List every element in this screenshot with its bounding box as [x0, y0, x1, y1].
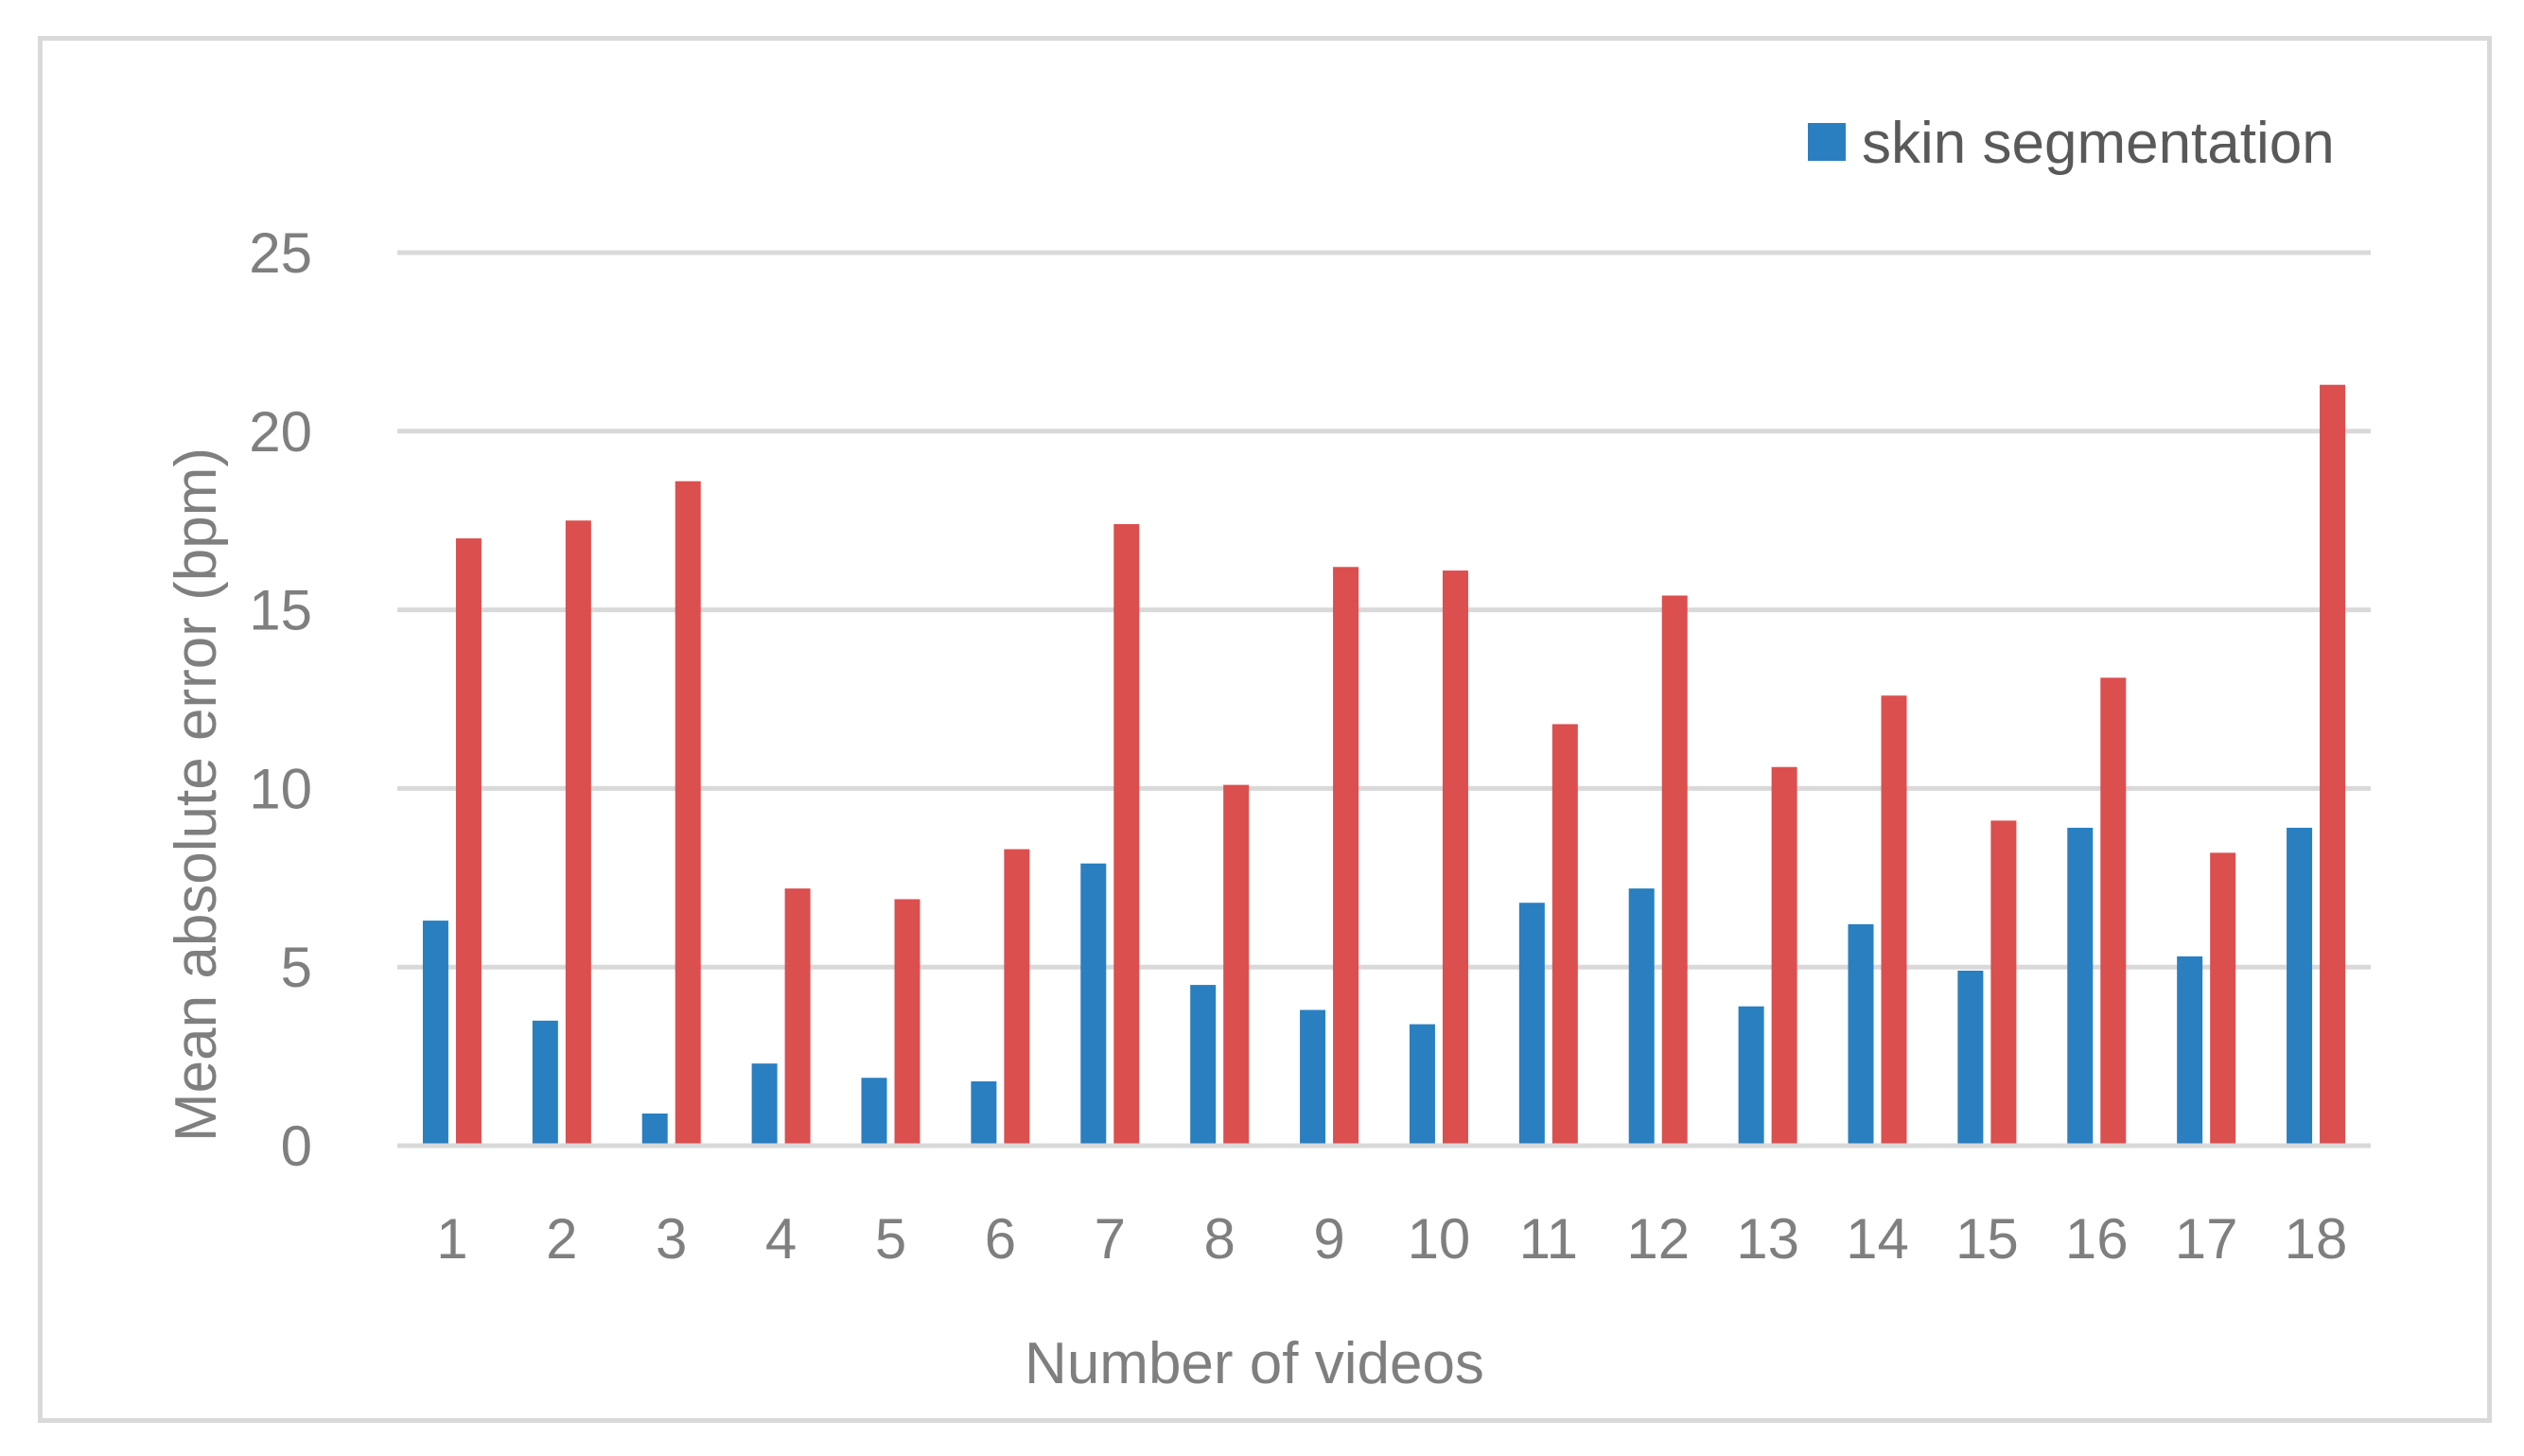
bar-series-2-video-13	[1771, 766, 1797, 1146]
y-tick-label: 20	[249, 400, 312, 464]
x-tick-label: 6	[985, 1207, 1016, 1271]
bar-series-1-video-3	[641, 1114, 668, 1146]
bar-series-2-video-9	[1333, 567, 1359, 1146]
bar-series-1-video-5	[861, 1078, 887, 1146]
bar-series-1-video-4	[751, 1063, 778, 1146]
x-tick-label: 4	[765, 1207, 797, 1271]
x-tick-label: 14	[1846, 1207, 1909, 1271]
x-tick-label: 12	[1626, 1207, 1690, 1271]
chart-frame	[38, 36, 2492, 1423]
bar-series-2-video-1	[455, 538, 482, 1146]
bar-series-1-video-6	[971, 1081, 997, 1146]
x-tick-label: 7	[1095, 1207, 1126, 1271]
bar-series-1-video-1	[422, 921, 448, 1146]
bar-series-2-video-2	[565, 520, 591, 1146]
bar-series-1-video-17	[2177, 956, 2203, 1146]
bar-series-1-video-13	[1738, 1006, 1764, 1146]
legend-swatch-skin-segmentation	[1808, 123, 1846, 161]
x-tick-label: 3	[656, 1207, 687, 1271]
x-tick-label: 5	[875, 1207, 906, 1271]
bar-series-2-video-12	[1661, 595, 1688, 1146]
bar-series-1-video-12	[1628, 888, 1655, 1146]
bar-series-1-video-9	[1300, 1009, 1326, 1146]
bar-series-2-video-4	[784, 888, 811, 1146]
x-tick-label: 10	[1408, 1207, 1471, 1271]
bar-series-1-video-18	[2287, 827, 2313, 1146]
bar-series-2-video-17	[2210, 852, 2236, 1146]
bar-series-1-video-2	[532, 1020, 558, 1146]
x-axis-title: Number of videos	[1025, 1331, 1484, 1396]
y-tick-label: 10	[249, 757, 312, 820]
bar-series-1-video-14	[1848, 923, 1874, 1146]
bar-series-1-video-7	[1080, 863, 1107, 1146]
bar-series-1-video-8	[1190, 985, 1217, 1146]
legend-label-skin-segmentation: skin segmentation	[1862, 111, 2335, 176]
y-tick-label: 5	[281, 936, 312, 999]
x-tick-label: 9	[1313, 1207, 1344, 1271]
x-tick-label: 17	[2175, 1207, 2238, 1271]
x-tick-label: 8	[1203, 1207, 1235, 1271]
bar-series-2-video-18	[2320, 384, 2346, 1146]
x-tick-label: 1	[436, 1207, 467, 1271]
x-axis-ticks: 1 2 3 4 5 6 7 8 9 10 11 12 13 14 15 16 17 18	[436, 1207, 2347, 1271]
bars	[397, 384, 2371, 1149]
bar-series-2-video-11	[1551, 724, 1578, 1146]
bar-series-1-video-10	[1409, 1024, 1435, 1146]
y-axis-ticks: 0 5 10 15 20 25	[249, 221, 312, 1178]
bar-series-1-video-16	[2067, 827, 2094, 1146]
x-tick-label: 18	[2285, 1207, 2348, 1271]
bar-series-2-video-5	[894, 899, 920, 1146]
bar-series-2-video-6	[1004, 849, 1030, 1146]
bar-series-2-video-16	[2100, 677, 2127, 1146]
bar-series-1-video-15	[1957, 970, 1984, 1146]
x-tick-label: 11	[1519, 1207, 1578, 1271]
bar-series-2-video-8	[1223, 784, 1250, 1146]
x-tick-label: 2	[546, 1207, 577, 1271]
bar-series-2-video-7	[1113, 523, 1140, 1146]
y-tick-label: 25	[249, 221, 312, 285]
bar-series-2-video-14	[1881, 695, 1907, 1146]
x-tick-label: 13	[1736, 1207, 1799, 1271]
y-tick-label: 0	[281, 1114, 312, 1178]
bar-series-1-video-11	[1518, 903, 1545, 1146]
x-tick-label: 15	[1955, 1207, 2019, 1271]
y-axis-title: Mean absolute error (bpm)	[164, 447, 229, 1142]
y-tick-label: 15	[249, 579, 312, 642]
legend: skin segmentation	[1808, 111, 2335, 176]
bar-series-2-video-3	[675, 481, 701, 1146]
bar-series-2-video-15	[1990, 820, 2017, 1146]
bar-series-2-video-10	[1442, 570, 1468, 1146]
x-tick-label: 16	[2065, 1207, 2129, 1271]
